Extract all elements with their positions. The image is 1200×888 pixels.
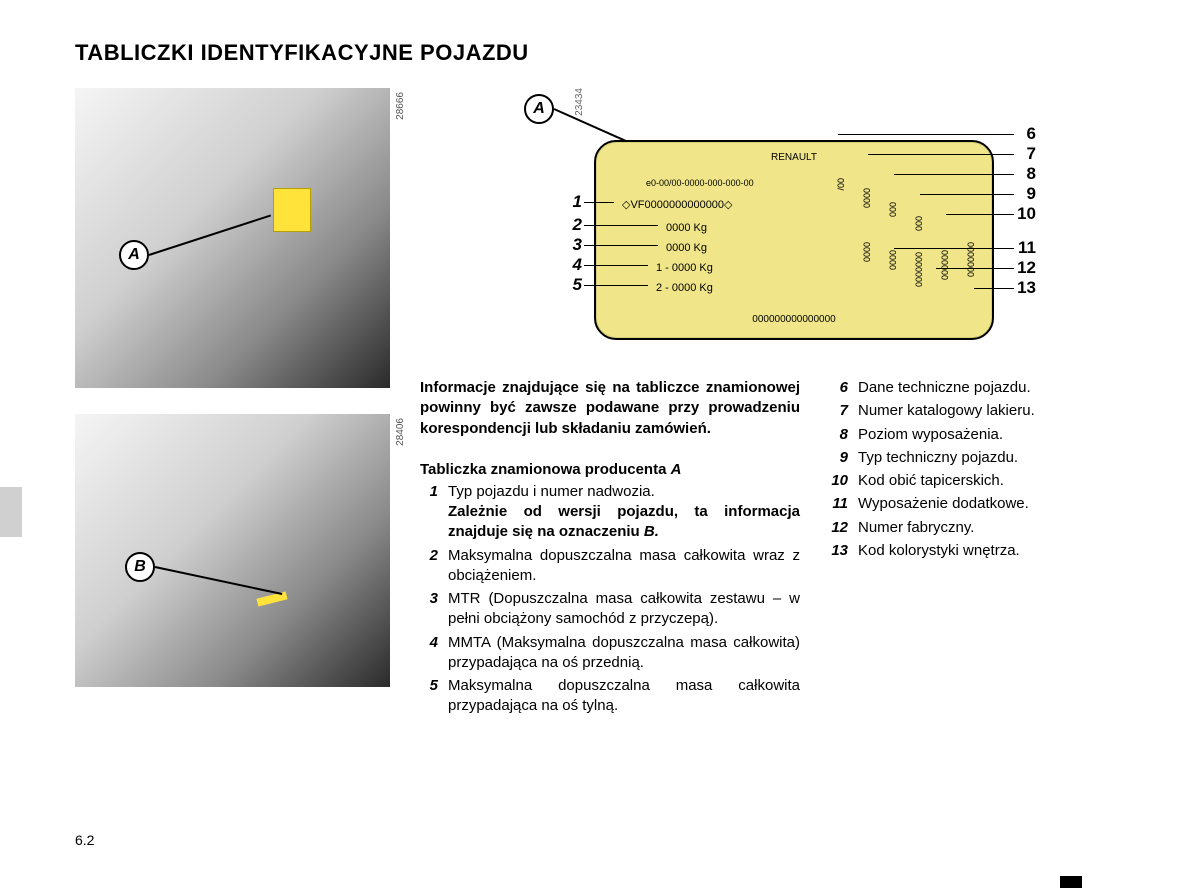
definition-row: 11Wyposażenie dodatkowe. <box>830 494 1120 514</box>
subhead-prefix: Tabliczka znamionowa producenta <box>420 461 671 478</box>
plate-num-9: 9 <box>1016 184 1036 204</box>
callout-letter-b: B <box>125 552 155 582</box>
plate-serial: 000000000000000 <box>752 314 835 325</box>
bottom-tab <box>1060 876 1082 888</box>
plate-num-6: 6 <box>1016 124 1036 144</box>
plate-num-2: 2 <box>562 215 582 235</box>
plate-diagram: 23434 A RENAULT e0-00/00-0000-000-000-00… <box>434 88 1134 353</box>
definition-row: 1Typ pojazdu i numer nadwozia.Zależnie o… <box>420 482 800 543</box>
definition-text: Maksymalna dopuszczalna masa całkowita p… <box>448 676 800 717</box>
definition-number: 12 <box>830 518 858 538</box>
definition-row: 10Kod obić tapicerskich. <box>830 471 1120 491</box>
definition-row: 3MTR (Dopuszczalna masa całkowita zestaw… <box>420 589 800 630</box>
definition-text: Numer fabryczny. <box>858 518 1120 538</box>
windshield-plate-sticker <box>256 591 287 606</box>
definition-row: 13Kod kolorystyki wnętrza. <box>830 541 1120 561</box>
definition-text: Numer katalogowy lakieru. <box>858 401 1120 421</box>
definition-number: 4 <box>420 633 448 674</box>
intro-text: Informacje znajdujące się na tabliczce z… <box>420 378 800 439</box>
definition-row: 4MMTA (Maksymalna dopuszczalna masa całk… <box>420 633 800 674</box>
photo-callout-b: B <box>125 552 155 582</box>
definitions-left: 1Typ pojazdu i numer nadwozia.Zależnie o… <box>420 482 800 717</box>
page-content: TABLICZKI IDENTYFIKACYJNE POJAZDU 23434 … <box>0 0 1200 720</box>
photo-id-a: 28666 <box>395 92 406 120</box>
plate-approval: e0-00/00-0000-000-000-00 <box>646 178 754 188</box>
definition-text: Dane techniczne pojazdu. <box>858 378 1120 398</box>
definition-number: 11 <box>830 494 858 514</box>
plate-num-4: 4 <box>562 255 582 275</box>
subheading: Tabliczka znamionowa producenta A <box>420 461 800 478</box>
definition-row: 7Numer katalogowy lakieru. <box>830 401 1120 421</box>
definition-number: 10 <box>830 471 858 491</box>
definition-text: Kod obić tapicerskich. <box>858 471 1120 491</box>
plate-axle2: 2 - 0000 Kg <box>656 282 713 294</box>
definition-number: 2 <box>420 546 448 587</box>
definition-row: 6Dane techniczne pojazdu. <box>830 378 1120 398</box>
photo-door-pillar: 28666 A <box>75 88 390 388</box>
definition-number: 3 <box>420 589 448 630</box>
callout-letter-a: A <box>119 240 149 270</box>
page-number: 6.2 <box>75 832 94 848</box>
plate-mass2: 0000 Kg <box>666 242 707 254</box>
definition-row: 12Numer fabryczny. <box>830 518 1120 538</box>
plate-data-0: /00 <box>836 178 846 191</box>
definition-number: 6 <box>830 378 858 398</box>
plate-data-4: 0000 <box>888 250 898 270</box>
definition-text: MMTA (Maksymalna dopuszczalna masa całko… <box>448 633 800 674</box>
plate-data-5: 000 <box>914 216 924 231</box>
plate-num-12: 12 <box>1016 258 1036 278</box>
definition-number: 7 <box>830 401 858 421</box>
plate-num-8: 8 <box>1016 164 1036 184</box>
definitions-right: 6Dane techniczne pojazdu.7Numer katalogo… <box>830 378 1120 561</box>
plate-num-11: 11 <box>1016 238 1036 258</box>
plate-vin: ◇VF0000000000000◇ <box>622 198 733 211</box>
side-tab <box>0 487 22 537</box>
photo-callout-a: A <box>119 240 149 270</box>
plate-num-13: 13 <box>1016 278 1036 298</box>
plate-data-3: 000 <box>888 202 898 217</box>
callout-letter: A <box>524 94 554 124</box>
definition-text: Maksymalna dopuszczalna masa całkowita w… <box>448 546 800 587</box>
definition-row: 8Poziom wyposażenia. <box>830 425 1120 445</box>
plate-brand: RENAULT <box>771 152 817 163</box>
plate-data-2: 0000 <box>862 242 872 262</box>
plate-num-5: 5 <box>562 275 582 295</box>
definition-number: 1 <box>420 482 448 543</box>
identification-plate: RENAULT e0-00/00-0000-000-000-00 ◇VF0000… <box>594 140 994 340</box>
definition-number: 8 <box>830 425 858 445</box>
plate-data-7: 000000 <box>940 250 950 280</box>
door-plate-sticker <box>273 188 311 232</box>
plate-callout-a: A <box>524 94 554 124</box>
plate-data-6: 0000000 <box>914 252 924 287</box>
plate-axle1: 1 - 0000 Kg <box>656 262 713 274</box>
definition-number: 13 <box>830 541 858 561</box>
definition-number: 9 <box>830 448 858 468</box>
plate-num-1: 1 <box>562 192 582 212</box>
definition-row: 2Maksymalna dopuszczalna masa całkowita … <box>420 546 800 587</box>
photo-id-b: 28406 <box>395 418 406 446</box>
subhead-letter: A <box>671 461 682 478</box>
photo-windshield: 28406 B <box>75 414 390 687</box>
page-title: TABLICZKI IDENTYFIKACYJNE POJAZDU <box>75 40 1140 66</box>
definition-text: MTR (Dopuszczalna masa całkowita zestawu… <box>448 589 800 630</box>
definition-text: Typ pojazdu i numer nadwozia.Zależnie od… <box>448 482 800 543</box>
plate-num-3: 3 <box>562 235 582 255</box>
definition-text: Wyposażenie dodatkowe. <box>858 494 1120 514</box>
definition-text: Typ techniczny pojazdu. <box>858 448 1120 468</box>
plate-num-7: 7 <box>1016 144 1036 164</box>
definition-number: 5 <box>420 676 448 717</box>
definition-row: 5Maksymalna dopuszczalna masa całkowita … <box>420 676 800 717</box>
plate-data-1: 0000 <box>862 188 872 208</box>
plate-mass1: 0000 Kg <box>666 222 707 234</box>
plate-num-10: 10 <box>1016 204 1036 224</box>
definition-row: 9Typ techniczny pojazdu. <box>830 448 1120 468</box>
definition-text: Kod kolorystyki wnętrza. <box>858 541 1120 561</box>
definition-text: Poziom wyposażenia. <box>858 425 1120 445</box>
diagram-id: 23434 <box>574 88 585 116</box>
